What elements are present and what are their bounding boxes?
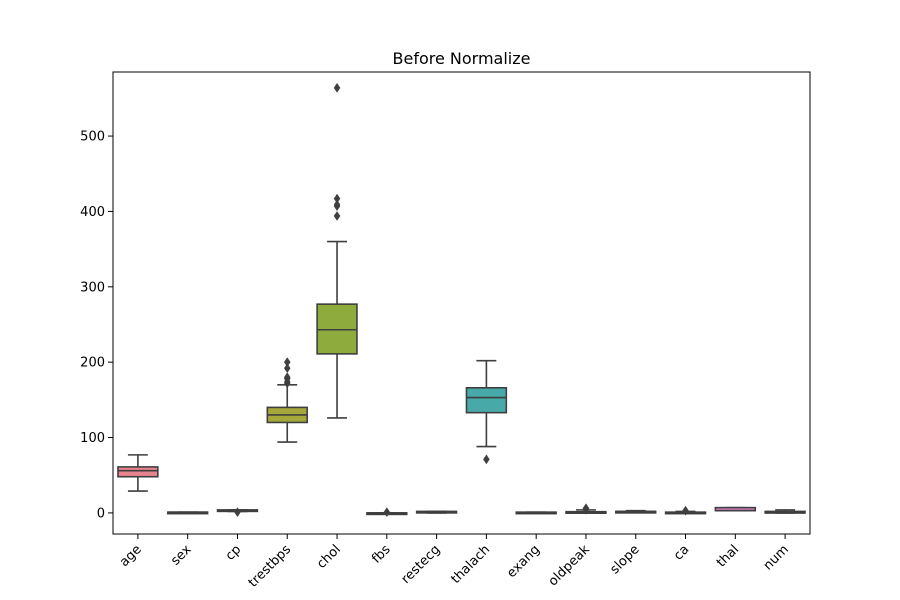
outlier-point [582,503,590,514]
box-chol [316,82,358,419]
outlier-point [283,372,291,383]
outlier-point [283,363,291,374]
y-tick-label: 100 [80,431,105,446]
outlier-point [682,505,689,516]
iqr-box [465,386,508,414]
y-tick-label: 500 [80,130,105,145]
chart-title: Before Normalize [393,49,531,68]
box-restecg [415,510,458,514]
y-tick-label: 300 [80,280,105,295]
outlier-point [383,507,391,518]
box-sex [166,511,209,515]
box-ca [664,505,707,516]
box-age [117,454,159,492]
box-cp [216,507,259,518]
box-oldpeak [565,503,607,515]
outlier-point [333,211,341,221]
axes-frame [112,71,811,535]
box-thal [714,506,757,512]
box-exang [515,511,557,515]
outlier-point [283,357,291,368]
plot-area [117,82,806,518]
box-trestbps [266,357,308,443]
y-tick-label: 0 [97,506,105,521]
iqr-box [117,466,159,478]
outlier-point [483,454,490,465]
box-num [764,509,806,514]
y-tick-label: 400 [80,205,105,220]
box-thalach [465,359,508,465]
box-fbs [366,507,408,518]
outlier-point [333,199,341,210]
y-tick-label: 200 [80,356,105,371]
outlier-point [333,82,341,93]
y-axis: 0 100 200 300 400 500 [80,130,113,521]
outlier-point [333,193,341,204]
box-slope [615,509,657,514]
outlier-point [234,507,241,518]
